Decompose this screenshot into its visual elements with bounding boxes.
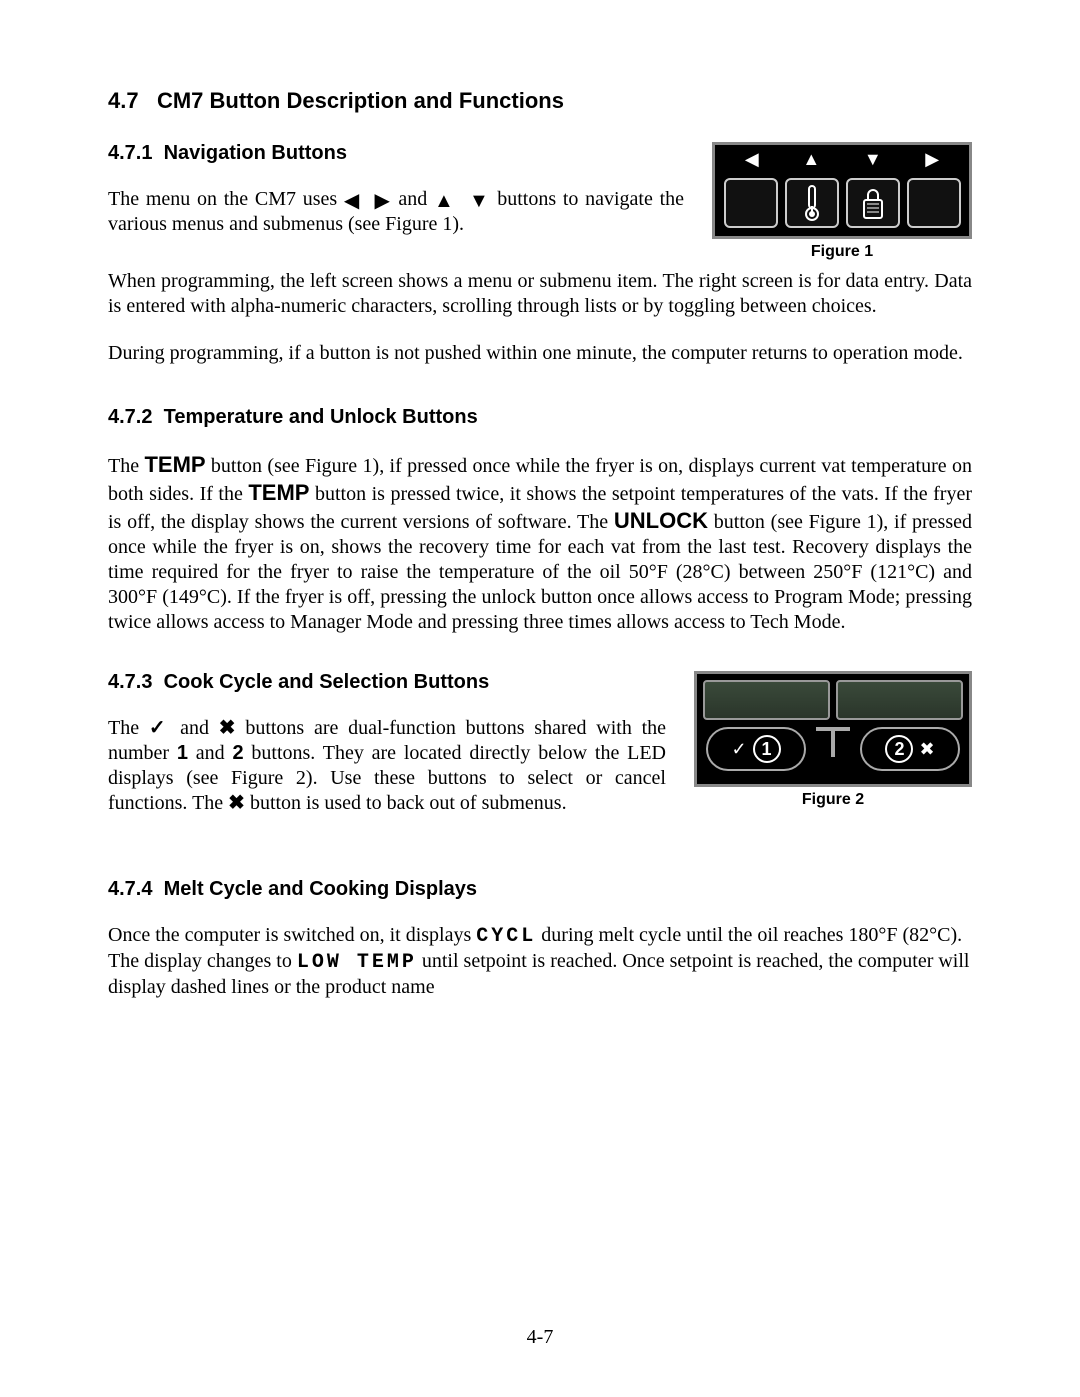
up-arrow-icon: ▲ [434, 190, 456, 212]
temp-label: TEMP [144, 452, 205, 477]
check-icon: ✓ [149, 717, 171, 739]
temp-label: TEMP [248, 480, 309, 505]
section-heading: 4.7 CM7 Button Description and Functions [108, 88, 972, 114]
right-arrow-icon: ▶ [374, 190, 391, 212]
paragraph: The ✓ and ✖ buttons are dual-function bu… [108, 716, 666, 816]
display-text-cycl: CYCL [476, 925, 536, 948]
subsection-heading: 4.7.1 Navigation Buttons [108, 142, 684, 165]
t-connector-icon [816, 727, 850, 771]
down-arrow-icon: ▼ [469, 190, 491, 212]
unlock-label: UNLOCK [614, 508, 708, 533]
nav-right-icon: ▶ [925, 149, 939, 175]
paragraph: During programming, if a button is not p… [108, 341, 972, 366]
button-1: ✓ 1 [706, 727, 806, 771]
nav-down-icon: ▼ [864, 149, 882, 175]
paragraph: The menu on the CM7 uses ◀ ▶ and ▲ ▼ but… [108, 187, 684, 237]
section-number: 4.7 [108, 88, 139, 113]
paragraph: When programming, the left screen shows … [108, 269, 972, 319]
figure-caption: Figure 2 [694, 791, 972, 809]
subsection-heading: 4.7.4 Melt Cycle and Cooking Displays [108, 878, 972, 901]
subsection-heading: 4.7.3 Cook Cycle and Selection Buttons [108, 671, 666, 694]
blank-button [907, 178, 961, 228]
led-display-left [703, 680, 830, 720]
figure-1: ◀ ▲ ▼ ▶ [712, 142, 972, 261]
blank-button [724, 178, 778, 228]
figure-2: ✓ 1 2 ✖ Figure 2 [694, 671, 972, 809]
section-title-text: CM7 Button Description and Functions [157, 88, 564, 113]
lock-icon [858, 184, 888, 222]
led-display-right [836, 680, 963, 720]
temp-button [785, 178, 839, 228]
figure-caption: Figure 1 [712, 243, 972, 261]
display-text-lowtemp: LOW TEMP [297, 951, 417, 974]
nav-left-icon: ◀ [745, 149, 759, 175]
thermometer-icon [797, 184, 827, 222]
number-one: 1 [177, 742, 188, 764]
check-icon: ✓ [731, 739, 746, 760]
x-icon: ✖ [919, 739, 934, 760]
nav-up-icon: ▲ [802, 149, 820, 175]
x-icon: ✖ [228, 792, 245, 814]
button-2: 2 ✖ [860, 727, 960, 771]
page-number: 4-7 [0, 1326, 1080, 1349]
subsection-heading: 4.7.2 Temperature and Unlock Buttons [108, 406, 972, 429]
left-arrow-icon: ◀ [344, 190, 361, 212]
paragraph: Once the computer is switched on, it dis… [108, 923, 972, 1000]
unlock-button [846, 178, 900, 228]
number-two: 2 [232, 742, 243, 764]
x-icon: ✖ [219, 717, 236, 739]
paragraph: The TEMP button (see Figure 1), if press… [108, 451, 972, 635]
